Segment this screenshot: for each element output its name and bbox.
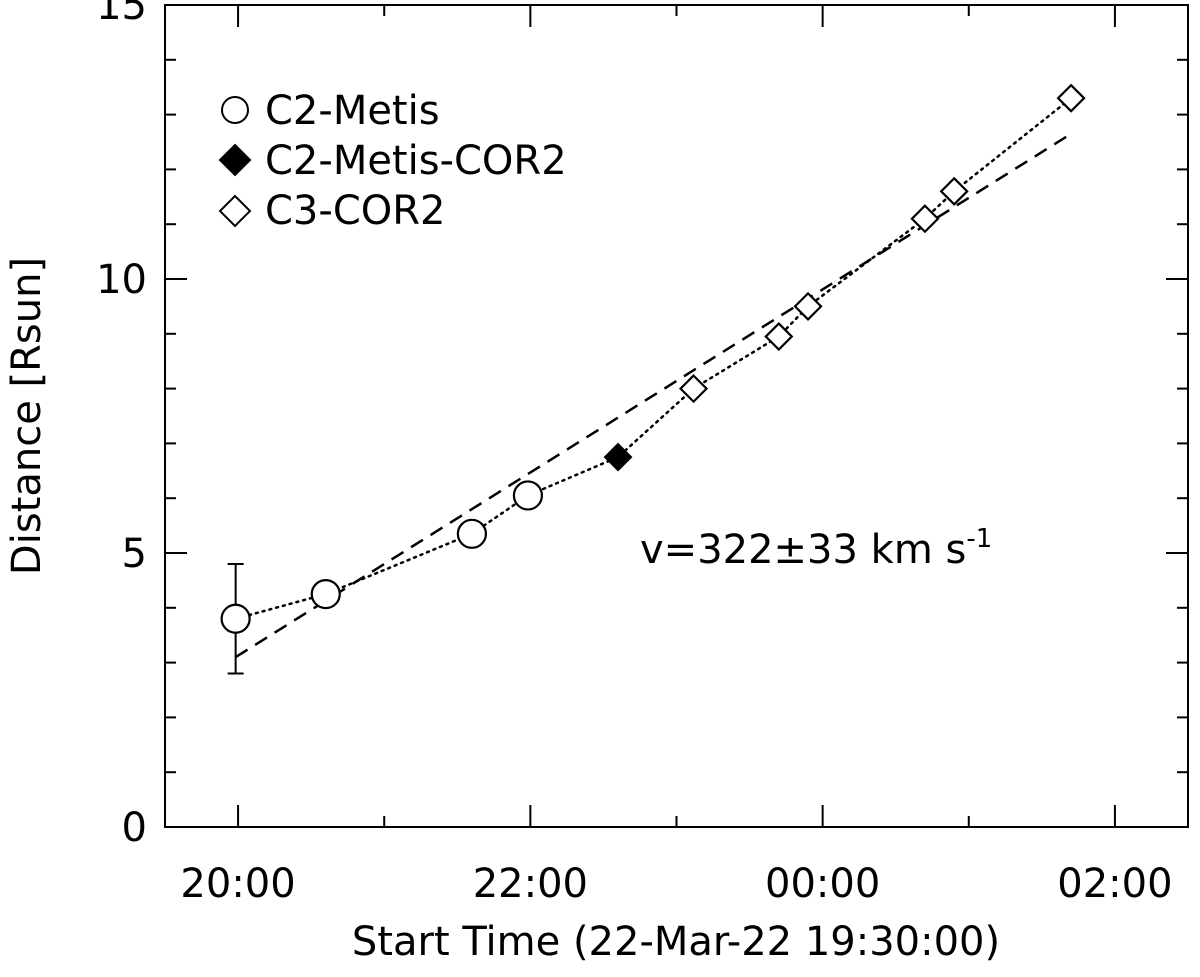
linear-fit-line — [234, 132, 1072, 659]
data-points — [220, 83, 1086, 675]
legend-marker-c2-metis — [221, 96, 249, 124]
velocity-annotation: v=322±33 km s-1 — [640, 524, 992, 573]
point-c2-metis — [456, 518, 487, 549]
x-tick-label: 00:00 — [765, 861, 880, 907]
y-tick-label: 0 — [122, 805, 147, 851]
point-c3-cor2 — [1056, 83, 1086, 113]
point-c2-metis — [512, 480, 544, 511]
axis-ticks: 0 5 10 15 20:00 22:00 00:00 02:00 — [96, 0, 1188, 907]
x-tick-label: 02:00 — [1057, 861, 1172, 907]
point-c3-cor2 — [939, 176, 969, 206]
y-tick-label: 15 — [96, 0, 147, 29]
point-c2-metis-cor2 — [603, 442, 633, 472]
y-tick-label: 5 — [122, 531, 147, 577]
legend-label-c2-metis-cor2: C2-Metis-COR2 — [265, 138, 567, 184]
legend: C2-Metis C2-Metis-COR2 C3-COR2 — [218, 88, 567, 234]
point-c2-metis — [310, 578, 341, 610]
point-c3-cor2 — [793, 291, 823, 321]
legend-marker-c2-metis-cor2 — [218, 143, 252, 177]
point-c3-cor2 — [678, 374, 709, 404]
legend-marker-c3-cor2 — [218, 194, 252, 228]
legend-label-c2-metis: C2-Metis — [265, 88, 440, 134]
point-c3-cor2 — [910, 204, 940, 234]
x-tick-label: 20:00 — [180, 861, 295, 907]
x-axis-title: Start Time (22-Mar-22 19:30:00) — [352, 919, 1000, 965]
velocity-annotation-text: v=322±33 km s — [640, 527, 966, 573]
legend-label-c3-cor2: C3-COR2 — [265, 188, 445, 234]
x-tick-label: 22:00 — [473, 861, 588, 907]
point-c2-metis — [220, 603, 251, 634]
point-c3-cor2 — [764, 321, 794, 352]
y-tick-label: 10 — [96, 257, 147, 303]
velocity-annotation-superscript: -1 — [966, 524, 992, 554]
y-axis-title: Distance [Rsun] — [4, 257, 50, 575]
